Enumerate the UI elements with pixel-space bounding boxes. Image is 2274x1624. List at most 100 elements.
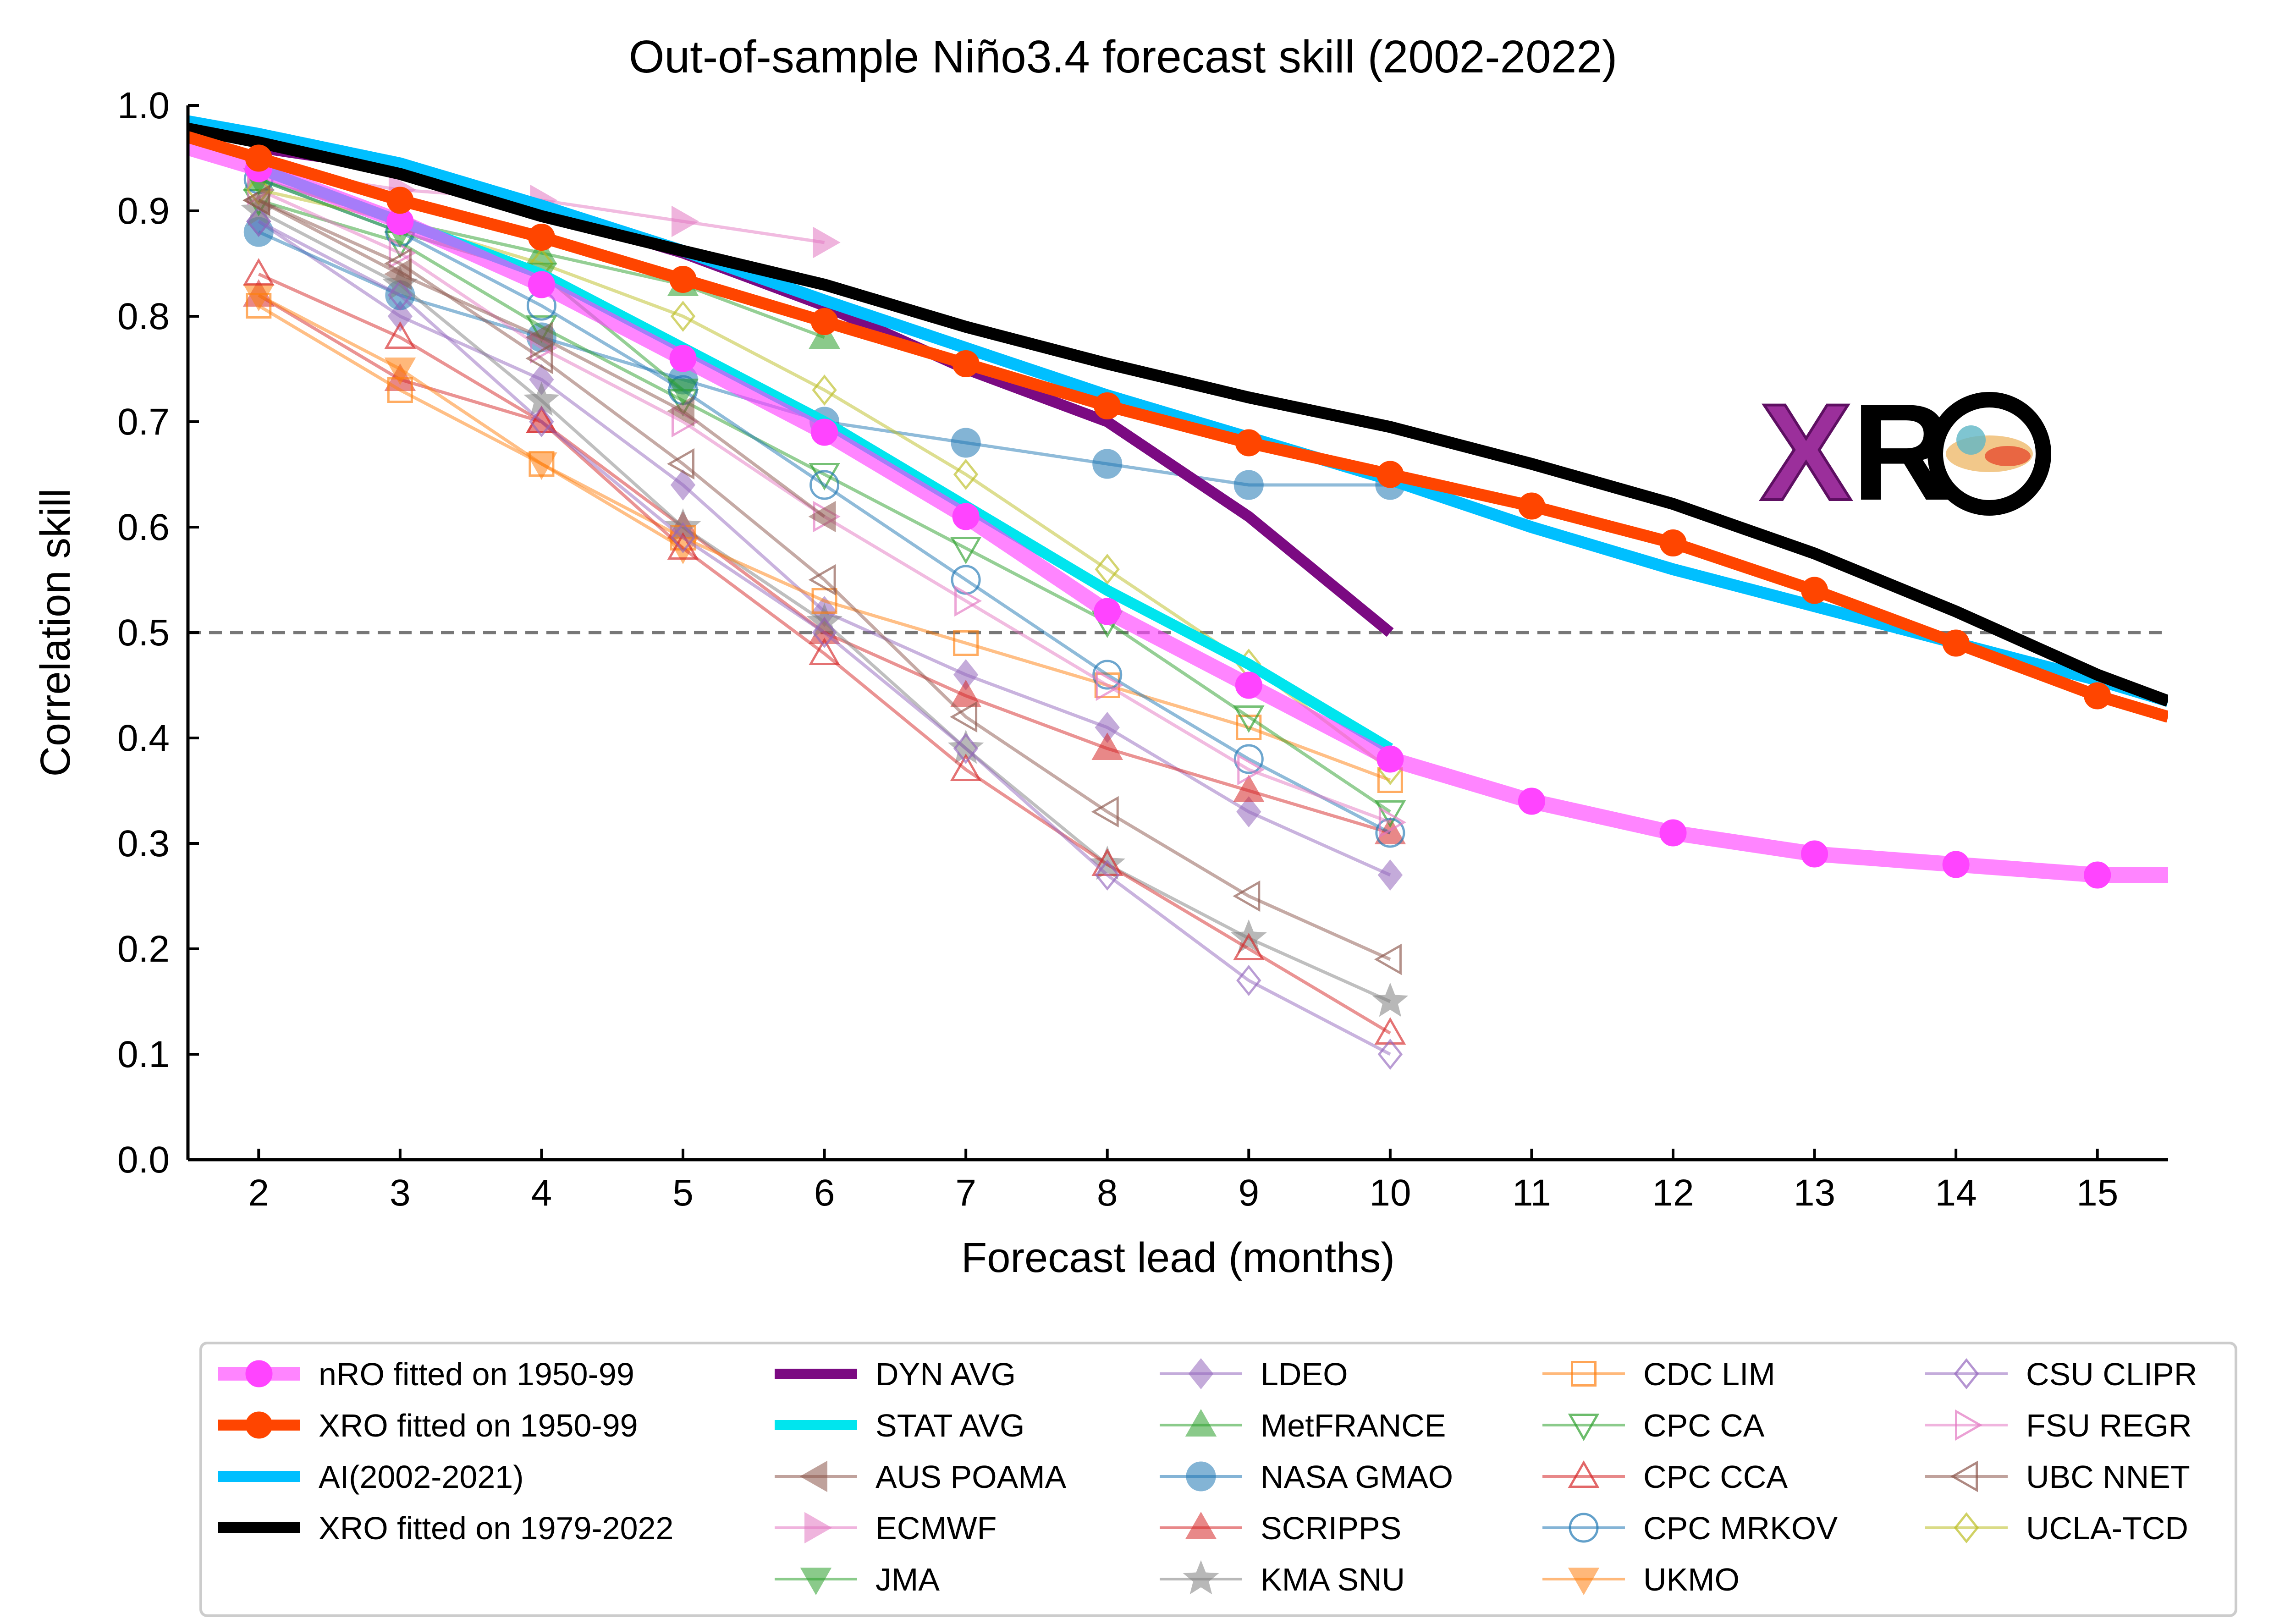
point-ukmo-3 xyxy=(384,358,416,385)
point-cpc-ca-7 xyxy=(950,537,982,565)
x-tick-label-2: 2 xyxy=(248,1172,269,1214)
legend-marker-jma xyxy=(800,1568,832,1596)
point-aus-poama-6 xyxy=(808,501,836,533)
legend: nRO fitted on 1950-99 XRO fitted on 1950-… xyxy=(218,1356,2197,1597)
point-csu-clipr-9 xyxy=(1236,964,1261,996)
series-line-cpc-ca xyxy=(258,198,1391,813)
x-tick-label-8: 8 xyxy=(1097,1172,1118,1214)
point-scripps-8 xyxy=(1091,732,1123,760)
legend-marker-ucla-tcd xyxy=(1954,1512,1979,1544)
legend-entry-ai-2002-2021: AI(2002-2021) xyxy=(218,1459,524,1495)
point-cpc-cca-10 xyxy=(1374,1017,1406,1045)
series-line-nro-fitted-on-1950-99 xyxy=(188,140,2168,883)
point-jma-5 xyxy=(667,379,699,407)
point-fsu-regr-9 xyxy=(1237,754,1265,786)
point-fsu-regr-8 xyxy=(1096,669,1123,701)
point-csu-clipr-8 xyxy=(1095,859,1120,891)
point-cpc-cca-5 xyxy=(667,532,699,560)
x-tick-label-12: 12 xyxy=(1652,1172,1694,1214)
point-ubc-nnet-9 xyxy=(1233,880,1261,912)
series-xro-fitted-on-1950-99 xyxy=(188,131,2168,723)
legend-entry-dyn-avg: DYN AVG xyxy=(775,1356,1016,1392)
xro-logo: X R xyxy=(1759,374,2051,530)
y-tick-label-0.0: 0.0 xyxy=(117,1139,170,1181)
point-cpc-cca-6 xyxy=(809,637,840,665)
point-nasa-gmao-8 xyxy=(1092,449,1123,479)
point-ucla-tcd-5 xyxy=(670,300,696,332)
series-xro-fitted-on-1979-2022 xyxy=(188,122,2168,707)
x-tick-label-3: 3 xyxy=(390,1172,411,1214)
point-aus-poama-3 xyxy=(384,258,412,290)
x-tick-label-6: 6 xyxy=(814,1172,835,1214)
y-ticks: 0.0 0.1 0.2 0.3 0.4 0.5 0.6 0.7 0.8 0.9 1.0 xyxy=(117,85,199,1181)
legend-entry-fsu-regr: FSU REGR xyxy=(1925,1408,2192,1443)
point-cpc-cca-9 xyxy=(1233,932,1265,960)
point-csu-clipr-3 xyxy=(387,279,413,311)
legend-label-kma-snu: KMA SNU xyxy=(1261,1562,1405,1597)
legend-entry-ecmwf: ECMWF xyxy=(775,1510,997,1546)
point-csu-clipr-10 xyxy=(1377,1038,1403,1070)
point-xro-fitted-on-1950-99-6 xyxy=(811,308,838,335)
legend-marker-xro-fitted-on-1950-99 xyxy=(245,1411,273,1439)
legend-marker-fsu-regr xyxy=(1955,1409,1983,1441)
series-cpc-cca xyxy=(242,258,1406,1045)
legend-entry-ldeo: LDEO xyxy=(1160,1356,1348,1392)
legend-label-aus-poama: AUS POAMA xyxy=(875,1459,1067,1495)
legend-marker-ubc-nnet xyxy=(1950,1460,1978,1492)
point-cdc-lim-3 xyxy=(387,377,413,403)
legend-entry-scripps: SCRIPPS xyxy=(1160,1510,1401,1546)
y-tick-label-0.8: 0.8 xyxy=(117,296,170,337)
point-cdc-lim-4 xyxy=(529,451,555,477)
point-ubc-nnet-4 xyxy=(525,342,553,374)
point-nro-fitted-on-1950-99-8 xyxy=(1094,598,1121,625)
point-csu-clipr-7 xyxy=(953,732,979,765)
point-xro-fitted-on-1950-99-15 xyxy=(2084,682,2111,710)
x-tick-label-7: 7 xyxy=(955,1172,976,1214)
legend-label-csu-clipr: CSU CLIPR xyxy=(2026,1356,2197,1392)
legend-label-ucla-tcd: UCLA-TCD xyxy=(2026,1510,2188,1546)
point-xro-fitted-on-1950-99-11 xyxy=(1518,492,1545,520)
point-nro-fitted-on-1950-99-5 xyxy=(669,345,697,372)
legend-entry-ucla-tcd: UCLA-TCD xyxy=(1925,1510,2188,1546)
xro-logo-globe-core xyxy=(1985,446,2031,466)
legend-entry-kma-snu: KMA SNU xyxy=(1160,1560,1405,1597)
legend-marker-csu-clipr xyxy=(1954,1358,1979,1390)
point-nro-fitted-on-1950-99-4 xyxy=(528,271,555,298)
legend-label-ldeo: LDEO xyxy=(1261,1356,1348,1392)
point-cpc-ca-9 xyxy=(1233,705,1265,733)
point-aus-poama-5 xyxy=(666,395,694,427)
point-cpc-mrkov-9 xyxy=(1233,744,1264,774)
point-cdc-lim-7 xyxy=(953,630,979,656)
x-tick-label-14: 14 xyxy=(1935,1172,1977,1214)
point-ucla-tcd-6 xyxy=(812,374,837,406)
series-line-xro-fitted-on-1979-2022 xyxy=(188,122,2168,707)
legend-label-fsu-regr: FSU REGR xyxy=(2026,1408,2192,1443)
point-csu-clipr-5 xyxy=(670,522,696,554)
point-cpc-mrkov-6 xyxy=(809,470,840,500)
point-cpc-ca-10 xyxy=(1374,800,1406,828)
series-line-cdc-lim xyxy=(258,304,1391,782)
point-nro-fitted-on-1950-99-15 xyxy=(2084,861,2111,889)
legend-label-ecmwf: ECMWF xyxy=(875,1510,997,1546)
legend-entry-xro-fitted-on-1950-99: XRO fitted on 1950-99 xyxy=(218,1408,638,1443)
legend-entry-ubc-nnet: UBC NNET xyxy=(1925,1459,2190,1495)
point-cpc-ca-6 xyxy=(809,463,840,491)
point-csu-clipr-2 xyxy=(246,205,271,237)
point-csu-clipr-6 xyxy=(812,617,837,649)
point-ucla-tcd-7 xyxy=(953,458,979,490)
y-tick-label-0.4: 0.4 xyxy=(117,717,170,759)
x-tick-label-5: 5 xyxy=(672,1172,694,1214)
legend-marker-ldeo xyxy=(1188,1358,1214,1390)
point-xro-fitted-on-1950-99-3 xyxy=(386,187,414,214)
x-tick-label-9: 9 xyxy=(1238,1172,1259,1214)
point-nro-fitted-on-1950-99-13 xyxy=(1801,840,1828,868)
point-ecmwf-5 xyxy=(672,205,699,237)
y-tick-label-0.3: 0.3 xyxy=(117,823,170,864)
point-nro-fitted-on-1950-99-12 xyxy=(1659,819,1687,847)
legend-marker-kma-snu xyxy=(1183,1560,1219,1595)
series-line-xro-fitted-on-1950-99 xyxy=(188,131,2168,723)
point-nasa-gmao-7 xyxy=(951,428,981,458)
point-ubc-nnet-6 xyxy=(808,564,836,596)
y-tick-label-1.0: 1.0 xyxy=(117,85,170,127)
x-tick-label-11: 11 xyxy=(1512,1172,1551,1214)
